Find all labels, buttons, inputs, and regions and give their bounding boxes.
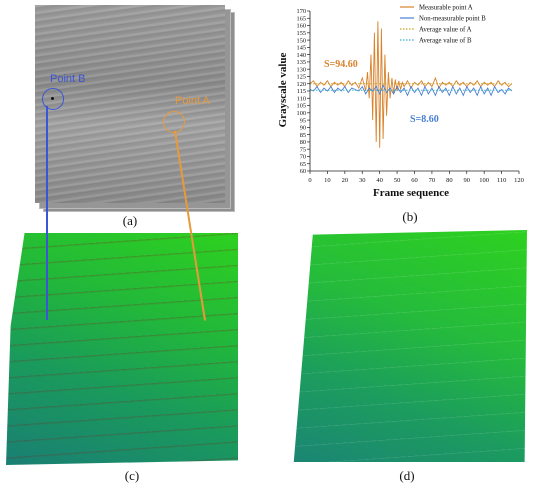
y-tick-label: 160 <box>297 23 306 30</box>
caption-d: (d) <box>399 468 415 483</box>
legend-label: Average value of B <box>419 37 472 44</box>
y-tick-label: 170 <box>297 8 306 15</box>
x-tick-label: 70 <box>429 177 436 184</box>
panel-c: (c) <box>0 106 260 490</box>
y-tick-label: 105 <box>297 103 306 110</box>
point-b-dot <box>51 97 54 100</box>
point-a-label: Point A <box>175 95 210 107</box>
y-tick-label: 95 <box>300 117 306 124</box>
x-tick-label: 80 <box>446 177 453 184</box>
point-b-label: Point B <box>50 73 86 85</box>
y-tick-label: 150 <box>297 37 306 44</box>
y-tick-label: 100 <box>297 110 306 117</box>
legend-label: Average value of A <box>419 26 472 33</box>
y-tick-label: 135 <box>297 59 306 66</box>
y-tick-label: 120 <box>297 81 306 88</box>
y-tick-label: 65 <box>300 161 306 168</box>
y-tick-label: 125 <box>297 74 306 81</box>
legend-label: Non-measurable point B <box>419 15 486 22</box>
y-tick-label: 140 <box>297 52 306 59</box>
point-cloud-image-c <box>6 233 238 465</box>
annotation-s-b: S=8.60 <box>410 114 439 125</box>
x-tick-label: 90 <box>464 177 471 184</box>
point-a-circle <box>163 111 185 133</box>
x-tick-label: 100 <box>479 177 489 184</box>
y-tick-label: 80 <box>300 139 306 146</box>
x-tick-label: 30 <box>359 177 366 184</box>
y-tick-label: 85 <box>300 132 306 139</box>
y-tick-label: 145 <box>297 45 306 52</box>
legend-label: Measurable point A <box>419 4 473 11</box>
x-axis-label: Frame sequence <box>373 187 449 199</box>
x-tick-label: 40 <box>376 177 383 184</box>
y-tick-label: 60 <box>300 168 306 175</box>
y-tick-label: 75 <box>300 146 306 153</box>
y-tick-label: 165 <box>297 15 306 22</box>
caption-c: (c) <box>124 468 140 483</box>
link-line-b <box>46 106 48 320</box>
y-tick-label: 90 <box>300 125 306 132</box>
y-tick-label: 155 <box>297 30 306 37</box>
x-tick-label: 110 <box>497 177 507 184</box>
x-tick-label: 0 <box>308 177 311 184</box>
y-tick-label: 70 <box>300 154 306 161</box>
panel-a: Point B Point A (a) <box>0 0 290 230</box>
point-b-circle <box>42 88 64 110</box>
series-line-1 <box>309 21 513 148</box>
grayscale-frame-image <box>35 5 225 203</box>
series-line-2 <box>309 84 513 97</box>
point-cloud-image-d <box>293 230 527 462</box>
annotation-s-a: S=94.60 <box>324 59 358 70</box>
x-tick-label: 20 <box>342 177 349 184</box>
x-tick-label: 10 <box>324 177 331 184</box>
caption-a: (a) <box>122 213 138 228</box>
x-tick-label: 50 <box>394 177 401 184</box>
y-tick-label: 110 <box>297 95 306 102</box>
panel-d: (d) <box>285 228 550 490</box>
x-tick-label: 120 <box>514 177 524 184</box>
x-tick-label: 60 <box>411 177 418 184</box>
caption-b: (b) <box>402 209 418 224</box>
line-chart: 0 10 20 30 40 50 60 70 80 90 100 110 120606570758085… <box>277 4 524 199</box>
y-axis-label: Grayscale value <box>277 52 289 127</box>
y-tick-label: 115 <box>297 88 306 95</box>
y-tick-label: 130 <box>297 66 306 73</box>
